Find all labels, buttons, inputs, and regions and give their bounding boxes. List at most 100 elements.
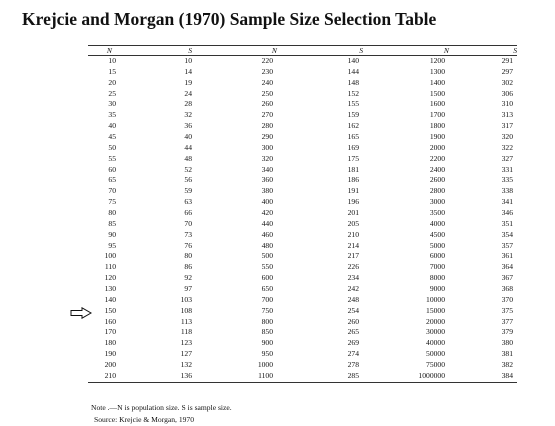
table-cell: 2200 — [429, 153, 445, 163]
table-cell: 313 — [501, 110, 513, 120]
table-cell: 248 — [347, 294, 359, 304]
table-cell: 1700 — [429, 110, 445, 120]
table-cell: 165 — [347, 132, 359, 142]
table-cell: 120 — [104, 273, 116, 283]
table-row: 180 123 900 269 40000 380 — [88, 338, 517, 349]
table-cell: 9000 — [429, 284, 445, 294]
table-cell: 1600 — [429, 99, 445, 109]
table-cell: 32 — [184, 110, 192, 120]
table-cell: 346 — [501, 208, 513, 218]
table-cell: 1100 — [258, 370, 273, 380]
table-row: 170 118 850 265 30000 379 — [88, 327, 517, 338]
table-row: 210 136 1100 285 1000000 384 — [88, 370, 517, 383]
table-row: 20 19 240 148 1400 302 — [88, 78, 517, 89]
table-cell: 44 — [184, 142, 192, 152]
table-row: 80 66 420 201 3500 346 — [88, 208, 517, 219]
table-cell: 379 — [501, 327, 513, 337]
table-cell: 375 — [501, 305, 513, 315]
table-cell: 368 — [501, 284, 513, 294]
table-row: 100 80 500 217 6000 361 — [88, 251, 517, 262]
table-cell: 377 — [501, 316, 513, 326]
table-cell: 85 — [108, 218, 116, 228]
table-row: 190 127 950 274 50000 381 — [88, 349, 517, 360]
sample-size-table: N S N S N S 10 10 220 140 1200 291 15 14 230 144 1… — [88, 45, 517, 383]
table-cell: 76 — [184, 240, 192, 250]
table-cell: 269 — [347, 338, 359, 348]
table-cell: 20000 — [426, 316, 445, 326]
table-cell: 278 — [347, 360, 359, 370]
table-cell: 130 — [104, 284, 116, 294]
table-cell: 320 — [261, 153, 273, 163]
table-cell: 132 — [180, 360, 192, 370]
table-cell: 60 — [108, 164, 116, 174]
table-cell: 28 — [184, 99, 192, 109]
table-row: 200 132 1000 278 75000 382 — [88, 360, 517, 371]
table-cell: 2400 — [429, 164, 445, 174]
table-cell: 80 — [184, 251, 192, 261]
table-cell: 90 — [108, 229, 116, 239]
table-cell: 70 — [108, 186, 116, 196]
table-cell: 327 — [501, 153, 513, 163]
table-cell: 1300 — [429, 66, 445, 76]
table-cell: 354 — [501, 229, 513, 239]
column-header: S — [359, 46, 363, 55]
table-cell: 103 — [180, 294, 192, 304]
table-row: 40 36 280 162 1800 317 — [88, 121, 517, 132]
table-cell: 30000 — [426, 327, 445, 337]
table-row: 120 92 600 234 8000 367 — [88, 273, 517, 284]
table-row: 85 70 440 205 4000 351 — [88, 219, 517, 230]
table-cell: 70 — [184, 218, 192, 228]
arrow-right-icon — [70, 307, 92, 319]
table-cell: 217 — [347, 251, 359, 261]
table-row: 10 10 220 140 1200 291 — [88, 56, 517, 67]
table-row: 35 32 270 159 1700 313 — [88, 110, 517, 121]
table-cell: 113 — [180, 316, 192, 326]
table-cell: 460 — [261, 229, 273, 239]
table-cell: 205 — [347, 218, 359, 228]
table-cell: 500 — [261, 251, 273, 261]
table-row: 25 24 250 152 1500 306 — [88, 89, 517, 100]
table-row: 45 40 290 165 1900 320 — [88, 132, 517, 143]
table-cell: 5000 — [429, 240, 445, 250]
table-cell: 75 — [108, 197, 116, 207]
table-cell: 10000 — [426, 294, 445, 304]
table-cell: 127 — [180, 349, 192, 359]
table-row: 160 113 800 260 20000 377 — [88, 317, 517, 328]
table-cell: 50000 — [426, 349, 445, 359]
table-cell: 250 — [261, 88, 273, 98]
table-cell: 260 — [261, 99, 273, 109]
table-cell: 59 — [184, 186, 192, 196]
table-cell: 322 — [501, 142, 513, 152]
table-cell: 341 — [501, 197, 513, 207]
table-cell: 361 — [501, 251, 513, 261]
table-row: 110 86 550 226 7000 364 — [88, 262, 517, 273]
table-cell: 400 — [261, 197, 273, 207]
table-cell: 380 — [501, 338, 513, 348]
table-cell: 2000 — [429, 142, 445, 152]
table-cell: 56 — [184, 175, 192, 185]
table-cell: 274 — [347, 349, 359, 359]
table-cell: 338 — [501, 186, 513, 196]
table-cell: 24 — [184, 88, 192, 98]
table-cell: 302 — [501, 77, 513, 87]
table-cell: 950 — [261, 349, 273, 359]
table-cell: 351 — [501, 218, 513, 228]
table-cell: 370 — [501, 294, 513, 304]
table-cell: 6000 — [429, 251, 445, 261]
table-cell: 331 — [501, 164, 513, 174]
table-row: 70 59 380 191 2800 338 — [88, 186, 517, 197]
table-cell: 75000 — [426, 360, 445, 370]
table-cell: 1000000 — [418, 370, 445, 380]
table-cell: 280 — [261, 121, 273, 131]
table-cell: 180 — [104, 338, 116, 348]
table-cell: 242 — [347, 284, 359, 294]
table-cell: 380 — [261, 186, 273, 196]
table-cell: 48 — [184, 153, 192, 163]
table-cell: 254 — [347, 305, 359, 315]
column-header: S — [513, 46, 517, 55]
table-cell: 20 — [108, 77, 116, 87]
table-cell: 55 — [108, 153, 116, 163]
table-cell: 148 — [347, 77, 359, 87]
table-row: 150 108 750 254 15000 375 — [88, 306, 517, 317]
table-cell: 310 — [501, 99, 513, 109]
